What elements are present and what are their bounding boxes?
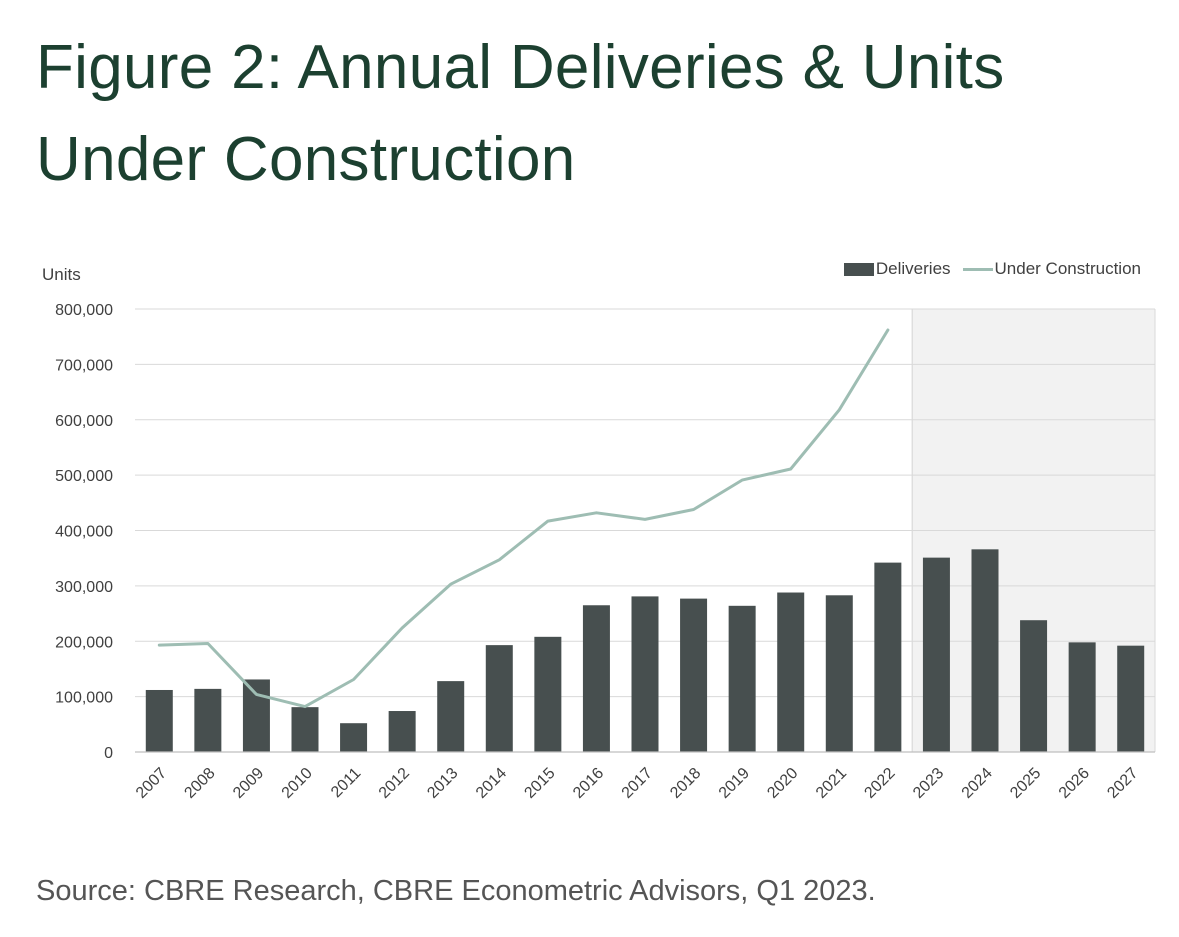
legend-swatch-under-construction — [962, 267, 993, 271]
chart-legend: Deliveries Under Construction — [843, 259, 1141, 279]
bar-deliveries — [340, 723, 368, 752]
x-tick-label: 2020 — [764, 765, 801, 802]
x-tick-label: 2018 — [667, 765, 704, 802]
x-tick-label: 2016 — [570, 765, 607, 802]
line-under-construction — [157, 328, 890, 709]
bar-deliveries — [1068, 642, 1096, 752]
bar-deliveries — [825, 595, 853, 752]
bar-deliveries — [388, 711, 416, 752]
bar-deliveries — [777, 592, 805, 752]
x-tick-label: 2007 — [133, 765, 170, 802]
bar-deliveries — [291, 707, 319, 752]
y-tick-label: 400,000 — [55, 524, 113, 541]
x-tick-label: 2010 — [279, 765, 316, 802]
x-tick-label: 2014 — [473, 765, 510, 802]
x-tick-label: 2021 — [813, 765, 850, 802]
bar-deliveries — [1117, 645, 1145, 752]
y-tick-label: 500,000 — [55, 468, 113, 485]
legend-label-deliveries: Deliveries — [875, 259, 951, 278]
legend-swatch-deliveries — [843, 262, 874, 276]
bar-deliveries — [874, 562, 902, 752]
x-tick-label: 2015 — [521, 765, 558, 802]
bar-deliveries — [582, 605, 610, 752]
x-tick-label: 2017 — [619, 765, 656, 802]
x-tick-label: 2013 — [424, 765, 461, 802]
source-note: Source: CBRE Research, CBRE Econometric … — [36, 875, 876, 907]
bar-deliveries — [534, 636, 562, 752]
bar-deliveries — [242, 679, 270, 752]
bar-deliveries — [437, 681, 465, 752]
y-tick-label: 700,000 — [55, 357, 113, 374]
y-tick-label: 0 — [104, 745, 113, 762]
page-title: Figure 2: Annual Deliveries & Units Unde… — [36, 33, 1005, 194]
x-tick-label: 2022 — [861, 765, 898, 802]
bar-deliveries — [1020, 620, 1048, 752]
y-tick-label: 600,000 — [55, 413, 113, 430]
y-tick-label: 300,000 — [55, 579, 113, 596]
bar-deliveries — [485, 645, 513, 752]
x-tick-label: 2009 — [230, 765, 267, 802]
legend-label-under-construction: Under Construction — [994, 259, 1141, 278]
y-tick-label: 200,000 — [55, 634, 113, 651]
legend-item-deliveries: Deliveries — [843, 259, 951, 279]
x-tick-label: 2008 — [181, 765, 218, 802]
legend-item-under-construction: Under Construction — [962, 259, 1141, 279]
x-tick-label: 2024 — [959, 765, 996, 802]
chart-canvas: 0 100,000 200,000 300,000 400,000 500,000 600,… — [55, 302, 1156, 802]
y-tick-label: 800,000 — [55, 302, 113, 319]
x-tick-label: 2027 — [1104, 765, 1141, 802]
x-tick-label: 2019 — [716, 765, 753, 802]
x-tick-label: 2011 — [328, 765, 364, 801]
bar-deliveries — [728, 605, 756, 752]
y-axis-label: Units — [42, 265, 81, 284]
bar-deliveries — [680, 598, 708, 752]
x-tick-label: 2012 — [376, 765, 413, 802]
x-tick-label: 2023 — [910, 765, 947, 802]
y-tick-label: 100,000 — [55, 690, 113, 707]
bar-deliveries — [922, 557, 950, 752]
x-tick-label: 2025 — [1007, 765, 1044, 802]
bar-deliveries — [631, 596, 659, 752]
bar-deliveries — [145, 689, 173, 752]
x-tick-label: 2026 — [1056, 765, 1093, 802]
bar-deliveries — [971, 549, 999, 752]
bar-deliveries — [194, 688, 222, 752]
